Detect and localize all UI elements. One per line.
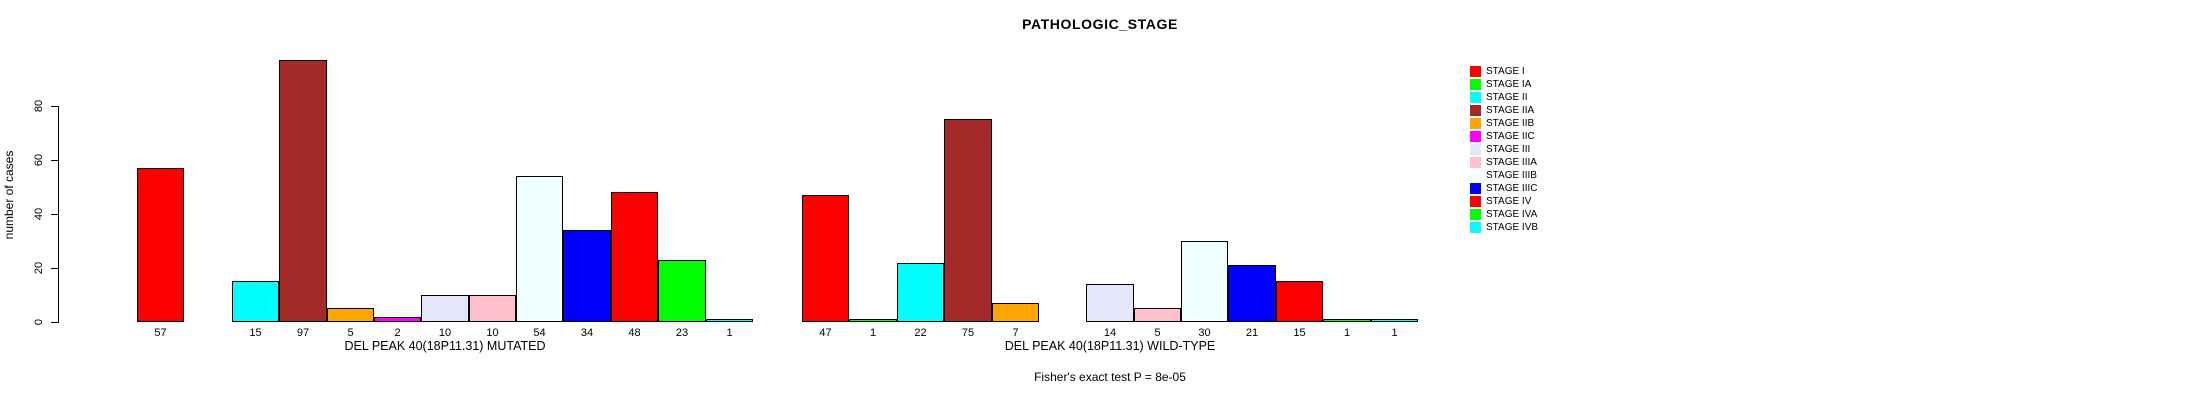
legend-swatch-stage-iib [1470, 118, 1481, 129]
legend-swatch-stage-i [1470, 66, 1481, 77]
legend-label-stage-iiic: STAGE IIIC [1486, 183, 1538, 194]
bar-stage-iib-mutated [327, 308, 374, 322]
bar-stage-iiia-mutated [469, 295, 516, 322]
bar-value-label: 47 [819, 327, 832, 339]
bar-stage-ivb-wild-type [1371, 319, 1418, 322]
legend-label-stage-i: STAGE I [1486, 66, 1525, 77]
legend-label-stage-iib: STAGE IIB [1486, 118, 1535, 129]
bar-value-label: 48 [628, 327, 641, 339]
bar-stage-i-mutated [137, 168, 184, 322]
legend-swatch-stage-ia [1470, 79, 1481, 90]
y-axis-title: number of cases [2, 150, 16, 240]
y-axis-tick-label: 60 [33, 153, 45, 167]
bar-value-label: 7 [1012, 327, 1019, 339]
legend-swatch-stage-iic [1470, 131, 1481, 142]
bar-value-label: 10 [438, 327, 452, 339]
legend-label-stage-iia: STAGE IIA [1486, 105, 1535, 116]
legend-label-stage-ii: STAGE II [1486, 92, 1528, 103]
y-axis-tick-label: 40 [33, 207, 45, 221]
legend-swatch-stage-iii [1470, 144, 1481, 155]
y-axis-tick-label: 20 [33, 261, 45, 275]
bar-value-label: 1 [869, 327, 877, 339]
y-axis-line [58, 106, 59, 323]
bar-stage-i-wild-type [802, 195, 849, 322]
bar-stage-iv-mutated [611, 192, 658, 322]
legend-label-stage-iva: STAGE IVA [1486, 209, 1538, 220]
bar-value-label: 30 [1198, 327, 1211, 339]
bar-value-label: 10 [486, 327, 499, 339]
bar-stage-iiic-mutated [563, 230, 611, 322]
bar-stage-ia-wild-type [849, 319, 897, 322]
legend-swatch-stage-iiia [1470, 157, 1481, 168]
bar-value-label: 75 [961, 327, 975, 339]
bar-stage-iva-mutated [658, 260, 706, 322]
bar-stage-ii-mutated [232, 281, 279, 322]
bar-stage-iv-wild-type [1276, 281, 1323, 322]
bar-stage-iia-wild-type [944, 119, 992, 322]
fisher-test-note: Fisher's exact test P = 8e-05 [1034, 370, 1186, 384]
bar-value-label: 5 [1154, 327, 1161, 339]
bar-stage-iii-wild-type [1086, 284, 1134, 322]
x-axis-label-mutated: DEL PEAK 40(18P11.31) MUTATED [344, 339, 546, 353]
legend-label-stage-iiib: STAGE IIIB [1486, 170, 1537, 181]
y-axis-tick [51, 160, 58, 161]
chart-title: PATHOLOGIC_STAGE [1022, 16, 1178, 32]
bar-stage-iiia-wild-type [1134, 308, 1181, 322]
bar-stage-iii-mutated [421, 295, 469, 322]
y-axis-tick [51, 214, 58, 215]
bar-value-label: 14 [1103, 327, 1117, 339]
bar-stage-iia-mutated [279, 60, 327, 322]
legend-swatch-stage-iiic [1470, 183, 1481, 194]
x-axis-label-wild-type: DEL PEAK 40(18P11.31) WILD-TYPE [1004, 339, 1216, 353]
legend-label-stage-iii: STAGE III [1486, 144, 1531, 155]
y-axis-tick-label: 0 [33, 318, 45, 326]
bar-stage-iiic-wild-type [1228, 265, 1276, 322]
bar-value-label: 97 [296, 327, 310, 339]
legend-label-stage-iic: STAGE IIC [1486, 131, 1535, 142]
bar-stage-iiib-wild-type [1181, 241, 1228, 322]
bar-value-label: 15 [249, 327, 262, 339]
bar-stage-iva-wild-type [1323, 319, 1371, 322]
bar-value-label: 21 [1245, 327, 1259, 339]
bar-value-label: 1 [726, 327, 733, 339]
bar-stage-iic-mutated [374, 317, 421, 322]
legend-swatch-stage-iia [1470, 105, 1481, 116]
legend-label-stage-iiia: STAGE IIIA [1486, 157, 1537, 168]
bar-stage-iib-wild-type [992, 303, 1039, 322]
bar-value-label: 54 [533, 327, 546, 339]
legend-swatch-stage-ivb [1470, 222, 1481, 233]
legend-label-stage-iv: STAGE IV [1486, 196, 1532, 207]
bar-stage-ivb-mutated [706, 319, 753, 322]
legend-label-stage-ivb: STAGE IVB [1486, 222, 1539, 233]
y-axis-tick [51, 322, 58, 323]
bar-value-label: 15 [1293, 327, 1306, 339]
bar-value-label: 2 [394, 327, 401, 339]
y-axis-tick-label: 80 [33, 99, 45, 113]
legend-swatch-stage-iv [1470, 196, 1481, 207]
legend-swatch-stage-iiib [1470, 170, 1481, 181]
legend-label-stage-ia: STAGE IA [1486, 79, 1532, 90]
bar-stage-iiib-mutated [516, 176, 563, 322]
y-axis-tick [51, 106, 58, 107]
bar-value-label: 1 [1391, 327, 1398, 339]
legend-swatch-stage-iva [1470, 209, 1481, 220]
legend-swatch-stage-ii [1470, 92, 1481, 103]
bar-value-label: 1 [1343, 327, 1351, 339]
bar-stage-ii-wild-type [897, 263, 944, 322]
bar-value-label: 22 [914, 327, 927, 339]
bar-value-label: 23 [675, 327, 689, 339]
y-axis-tick [51, 268, 58, 269]
bar-value-label: 57 [154, 327, 167, 339]
bar-value-label: 34 [580, 327, 594, 339]
bar-value-label: 5 [347, 327, 354, 339]
